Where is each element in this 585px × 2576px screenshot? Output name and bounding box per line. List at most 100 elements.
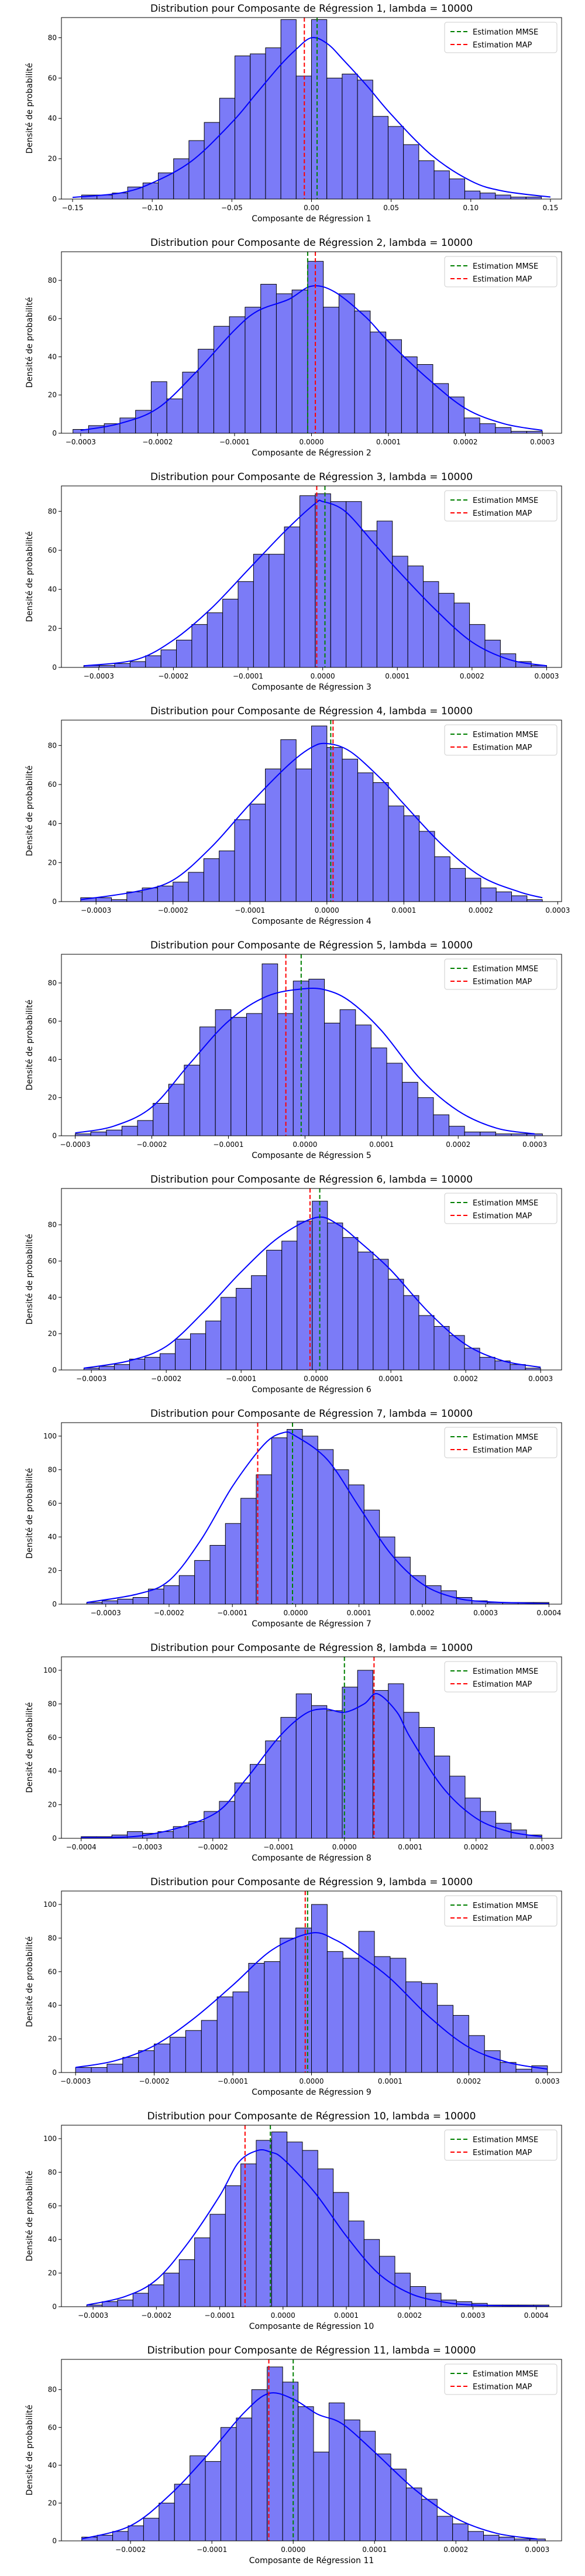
x-axis-label: Composante de Régression 8 (252, 1854, 371, 1863)
histogram-bar (240, 2163, 257, 2307)
histogram-bar (511, 895, 528, 902)
histogram-bar (201, 2020, 218, 2073)
y-tick-label: 80 (48, 1934, 57, 1942)
histogram-bar (449, 179, 465, 200)
y-tick-label: 60 (48, 314, 57, 323)
chart-title: Distribution pour Composante de Régressi… (147, 2345, 476, 2356)
legend: Estimation MMSE Estimation MAP (444, 958, 558, 990)
legend-map-label: Estimation MAP (473, 509, 532, 518)
histogram-bar (342, 759, 358, 902)
histogram-bar (361, 530, 377, 668)
histogram-bar (498, 2537, 515, 2541)
y-axis-label: Densité de probabilité (25, 1937, 35, 2027)
histogram-bar (132, 1597, 149, 1605)
histogram-bar (419, 831, 435, 902)
legend: Estimation MMSE Estimation MAP (444, 2129, 558, 2161)
histogram-bar (102, 1600, 118, 1605)
y-tick-label: 20 (48, 2499, 57, 2507)
histogram-bar (176, 639, 192, 668)
histogram-bar (390, 2468, 407, 2541)
histogram-bar (379, 1536, 395, 1605)
legend: Estimation MMSE Estimation MAP (444, 2363, 558, 2395)
histogram-bar (143, 2517, 160, 2541)
histogram-bar (452, 2015, 469, 2073)
histogram-bar (375, 2453, 391, 2541)
legend: Estimation MMSE Estimation MAP (444, 724, 558, 756)
y-axis-label: Densité de probabilité (25, 766, 35, 857)
histogram-bar (129, 1358, 145, 1371)
y-axis-label: Densité de probabilité (25, 1000, 35, 1091)
histogram-bar (372, 116, 388, 200)
histogram-bar (403, 144, 419, 200)
x-tick-label: −0.0003 (91, 1609, 121, 1617)
chart-title: Distribution pour Composante de Régressi… (150, 1408, 473, 1420)
histogram-bar (178, 1575, 195, 1605)
chart-panel-5: Distribution pour Composante de Régressi… (25, 940, 562, 1160)
histogram-bar (418, 160, 435, 200)
histogram-bar (245, 307, 261, 434)
y-axis-label: Densité de probabilité (25, 297, 35, 388)
x-tick-label: −0.0003 (81, 906, 111, 914)
histogram-bar (235, 55, 251, 200)
legend-box (444, 724, 558, 756)
histogram-bar (388, 1279, 404, 1371)
histogram-bar (418, 1315, 435, 1371)
histogram-bar (495, 1823, 512, 1839)
histogram-bar (388, 806, 404, 902)
histogram-bar (421, 1983, 438, 2073)
plot-frame (61, 1422, 562, 1605)
histogram-bar (265, 47, 281, 200)
histogram-bar (386, 1063, 403, 1136)
histogram-bar (342, 73, 358, 200)
y-tick-label: 40 (48, 1293, 57, 1301)
histogram-bar (438, 592, 455, 668)
histogram-bar (464, 1797, 481, 1839)
plot-frame (61, 2359, 562, 2541)
y-tick-label: 0 (52, 663, 57, 672)
histogram-bar (188, 872, 204, 902)
y-tick-label: 20 (48, 2269, 57, 2277)
histogram-bar (403, 1295, 419, 1371)
x-tick-label: 0.15 (543, 204, 559, 212)
x-tick-label: −0.15 (62, 204, 84, 212)
histogram-bar (432, 383, 449, 434)
histogram-bar (240, 1498, 257, 1605)
chart-panel-2: Distribution pour Composante de Régressi… (25, 237, 562, 458)
histogram-bar (448, 396, 464, 434)
x-tick-label: 0.0004 (524, 2311, 549, 2320)
histogram-bar (417, 1097, 434, 1136)
y-tick-label: 0 (52, 2303, 57, 2311)
histogram-bar (207, 612, 223, 668)
legend-box (444, 1661, 558, 1693)
histogram-bar (122, 2057, 139, 2073)
histogram-bar (194, 1560, 211, 1605)
x-tick-label: 0.05 (383, 204, 399, 212)
x-axis-label: Composante de Régression 3 (252, 683, 371, 692)
x-tick-label: 0.0002 (464, 1843, 488, 1851)
histogram-bar (198, 348, 214, 434)
histogram-bar (357, 1670, 373, 1839)
histogram-bar (480, 888, 497, 902)
x-tick-label: −0.10 (142, 204, 163, 212)
histogram-bar (317, 1449, 334, 1605)
y-tick-label: 80 (48, 1221, 57, 1229)
x-axis-label: Composante de Régression 6 (252, 1385, 371, 1395)
histogram-bar (251, 1275, 267, 1371)
histogram-bar (249, 803, 266, 902)
histogram-bar (295, 768, 312, 902)
histogram-bar (338, 293, 355, 434)
histogram-bar (363, 2239, 380, 2307)
histogram-bar (311, 1705, 328, 1839)
histogram-bar (238, 581, 254, 668)
histogram-bar (163, 2273, 180, 2307)
plot-frame (61, 485, 562, 668)
histogram-bar (495, 194, 511, 200)
chart-panel-11: Distribution pour Composante de Régressi… (25, 2345, 562, 2565)
x-tick-label: 0.0003 (522, 1140, 547, 1149)
histogram-bar (315, 493, 331, 668)
plot-frame (61, 954, 562, 1136)
kde-curve (75, 988, 535, 1135)
histogram-bar (234, 1782, 250, 1839)
legend-box (444, 958, 558, 990)
histogram-bar (323, 307, 339, 434)
